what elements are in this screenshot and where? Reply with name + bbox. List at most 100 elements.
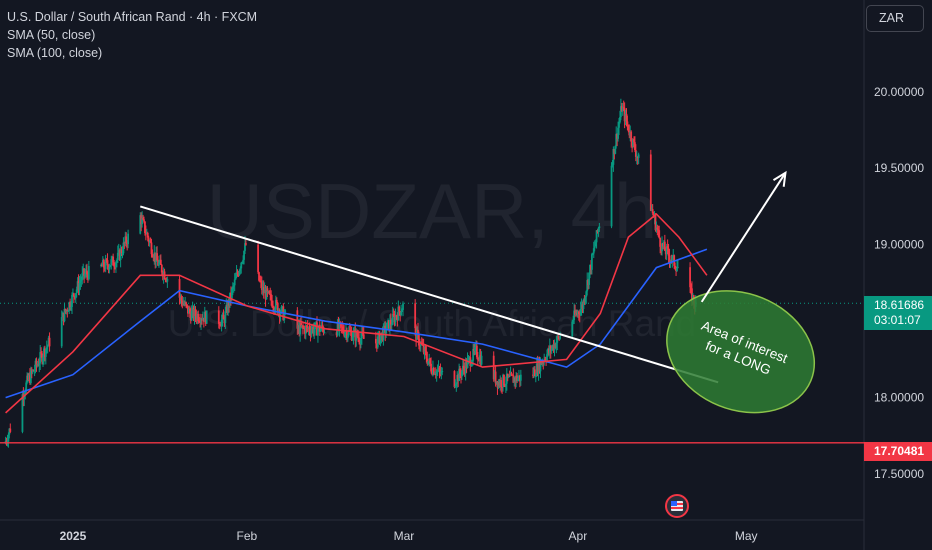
candle-body <box>117 250 120 253</box>
candle-body <box>106 260 109 266</box>
candle-body <box>427 361 430 364</box>
candle-body <box>297 325 300 329</box>
candle-body <box>310 330 313 335</box>
candle-body <box>231 286 234 289</box>
candle-body <box>224 311 227 324</box>
candle-body <box>495 381 498 384</box>
candle-body <box>245 243 247 245</box>
candle-body <box>540 361 543 365</box>
candle-body <box>378 332 381 344</box>
candle-body <box>556 336 559 343</box>
candle-body <box>548 346 551 353</box>
candle-body <box>376 336 379 348</box>
candle-body <box>551 345 554 349</box>
candle-body <box>148 241 151 243</box>
candle-body <box>103 267 106 270</box>
candle-body <box>104 259 107 270</box>
candle-body <box>674 265 677 269</box>
candle-body <box>232 285 235 287</box>
candle-body <box>576 311 579 315</box>
candle-body <box>69 302 72 308</box>
candle-body <box>621 107 624 112</box>
candle-body <box>474 347 476 351</box>
candle-body <box>667 248 670 256</box>
chart-legend: U.S. Dollar / South African Rand · 4h · … <box>7 8 257 62</box>
candle-body <box>690 287 692 289</box>
candle-body <box>221 314 224 320</box>
candle-body <box>675 268 677 272</box>
candle-body <box>462 365 465 369</box>
candle-body <box>321 325 324 329</box>
candle-body <box>507 375 510 378</box>
candle-body <box>197 313 200 322</box>
candle-body <box>668 255 671 262</box>
candle-body <box>237 273 240 276</box>
candle-body <box>102 260 105 268</box>
candle-body <box>516 375 518 381</box>
candle-body <box>555 342 558 348</box>
candle-body <box>338 322 341 330</box>
candle-body <box>185 302 187 305</box>
candle-body <box>542 362 545 364</box>
candle-body <box>36 364 39 366</box>
candle-body <box>628 131 631 136</box>
candle-body <box>242 259 245 262</box>
candle-body <box>414 303 417 329</box>
candle-body <box>43 348 46 357</box>
candle-body <box>68 302 71 311</box>
candle-body <box>203 311 206 322</box>
candle-body <box>343 331 346 336</box>
candle-body <box>127 233 130 245</box>
candle-body <box>466 359 469 368</box>
candle-body <box>662 241 665 247</box>
candle-body <box>393 315 396 323</box>
candle-body <box>187 305 189 314</box>
candle-body <box>596 230 599 232</box>
candle-body <box>144 232 147 235</box>
candle-body <box>62 312 65 322</box>
candle-body <box>572 320 575 322</box>
candle-body <box>112 256 115 266</box>
candle-body <box>659 237 662 247</box>
candle-body <box>202 317 204 320</box>
candle-body <box>504 385 506 387</box>
candle-body <box>387 320 389 323</box>
us-flag-icon[interactable] <box>665 494 689 518</box>
candle-body <box>70 306 72 308</box>
candle-body <box>115 260 118 263</box>
symbol-currency-button[interactable]: ZAR <box>866 5 924 32</box>
candle-body <box>243 250 245 260</box>
candle-body <box>580 304 583 310</box>
candle-body <box>123 242 126 244</box>
legend-sma100: SMA (100, close) <box>7 46 103 60</box>
candle-body <box>34 360 37 370</box>
candle-body <box>296 310 299 329</box>
candle-body <box>583 299 586 303</box>
candle-body <box>67 310 70 312</box>
candle-body <box>533 369 536 377</box>
candle-body <box>193 309 196 319</box>
candle-body <box>165 279 168 282</box>
candle-body <box>7 434 10 442</box>
candle-body <box>235 272 238 278</box>
candle-body <box>220 319 223 327</box>
candle-body <box>631 141 634 147</box>
candle-body <box>592 248 595 254</box>
candle-body <box>419 342 422 346</box>
candle-body <box>33 369 36 372</box>
candle-body <box>191 307 194 312</box>
candle-body <box>510 373 513 375</box>
candle-body <box>263 289 266 294</box>
candle-body <box>125 236 128 244</box>
candle-body <box>549 346 552 352</box>
candle-body <box>591 253 594 255</box>
area-of-interest-ellipse <box>666 290 816 414</box>
candle-body <box>26 375 29 383</box>
candle-body <box>656 227 659 230</box>
candle-body <box>63 308 66 322</box>
candle-body <box>21 394 24 432</box>
candle-body <box>554 343 557 348</box>
candle-body <box>157 260 159 266</box>
candle-body <box>5 441 8 443</box>
